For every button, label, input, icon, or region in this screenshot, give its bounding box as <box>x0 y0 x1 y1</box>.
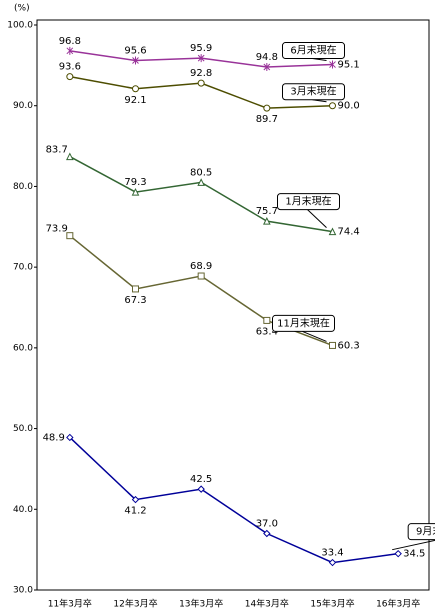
y-tick-label: 30.0 <box>13 586 33 596</box>
data-label: 60.3 <box>338 340 360 351</box>
data-label: 93.6 <box>59 62 81 73</box>
x-tick-label: 15年3月卒 <box>310 598 354 610</box>
x-tick-label: 12年3月卒 <box>113 598 157 610</box>
line <box>69 436 399 564</box>
data-label: 37.0 <box>256 519 278 530</box>
y-tick-label: 100.0 <box>7 21 33 31</box>
y-tick-label: 90.0 <box>13 101 33 111</box>
marker <box>197 79 205 87</box>
marker <box>329 102 336 110</box>
data-label: 94.8 <box>256 52 278 63</box>
data-label: 95.6 <box>124 46 146 57</box>
marker <box>132 285 139 293</box>
marker <box>132 56 139 65</box>
marker <box>329 341 336 349</box>
callout-box <box>282 83 345 101</box>
data-label: 41.2 <box>124 506 146 517</box>
marker <box>394 549 402 558</box>
marker <box>197 178 205 186</box>
x-tick-label: 11年3月卒 <box>48 598 92 610</box>
y-tick-label: 60.0 <box>13 343 33 353</box>
data-label: 73.9 <box>46 224 68 235</box>
data-label: 96.8 <box>59 36 81 47</box>
data-label: 68.9 <box>190 261 212 272</box>
marker <box>263 316 271 324</box>
marker <box>66 152 74 161</box>
marker <box>263 529 271 538</box>
x-tick-label: 16年3月卒 <box>376 598 420 610</box>
data-label: 67.3 <box>124 295 146 306</box>
series-name: 11月末現在 <box>277 316 330 329</box>
marker <box>66 232 74 240</box>
marker <box>263 104 271 112</box>
marker <box>328 558 337 567</box>
series-name: 1月末現在 <box>285 195 331 208</box>
marker <box>328 227 337 236</box>
series-name: 9月末現在 <box>416 525 435 538</box>
y-axis-label: (%) <box>14 4 30 14</box>
data-label: 89.7 <box>256 114 278 125</box>
data-label: 79.3 <box>124 177 146 188</box>
series-name: 6月末現在 <box>290 44 336 57</box>
marker <box>66 46 74 55</box>
data-label: 48.9 <box>43 432 65 443</box>
data-label: 63.4 <box>256 326 278 337</box>
y-tick-label: 70.0 <box>13 263 33 273</box>
marker <box>131 495 140 504</box>
x-tick-label: 13年3月卒 <box>179 598 223 610</box>
marker <box>66 73 74 81</box>
marker <box>263 217 271 225</box>
data-label: 92.1 <box>124 95 146 106</box>
marker <box>197 272 205 280</box>
data-label: 95.1 <box>338 60 360 71</box>
data-label: 80.5 <box>190 167 212 178</box>
marker <box>197 485 205 493</box>
data-label: 42.5 <box>190 474 212 485</box>
data-label: 92.8 <box>190 68 212 79</box>
callout-box <box>272 314 335 332</box>
marker <box>197 54 205 63</box>
callout-pointer <box>307 209 327 228</box>
callout-box <box>282 42 345 60</box>
marker <box>329 60 336 69</box>
marker <box>131 187 140 196</box>
y-tick-label: 50.0 <box>13 424 33 434</box>
y-tick-label: 40.0 <box>13 505 33 515</box>
marker <box>66 433 74 442</box>
data-label: 83.7 <box>46 145 68 156</box>
callout-pointer <box>392 539 435 551</box>
callout-pointer <box>302 330 327 342</box>
y-tick-label: 80.0 <box>13 182 33 192</box>
data-label: 75.7 <box>256 206 278 217</box>
marker <box>132 85 139 93</box>
x-tick-label: 14年3月卒 <box>245 598 289 610</box>
plot-frame <box>36 19 430 591</box>
callout-box <box>277 193 340 211</box>
data-label: 74.4 <box>338 227 360 238</box>
marker <box>263 62 271 71</box>
series-name: 3月末現在 <box>290 85 336 98</box>
data-label: 90.0 <box>338 101 360 112</box>
callout-box <box>407 523 435 541</box>
data-label: 33.4 <box>321 548 343 559</box>
data-label: 34.5 <box>403 549 425 560</box>
data-label: 95.9 <box>190 43 212 54</box>
